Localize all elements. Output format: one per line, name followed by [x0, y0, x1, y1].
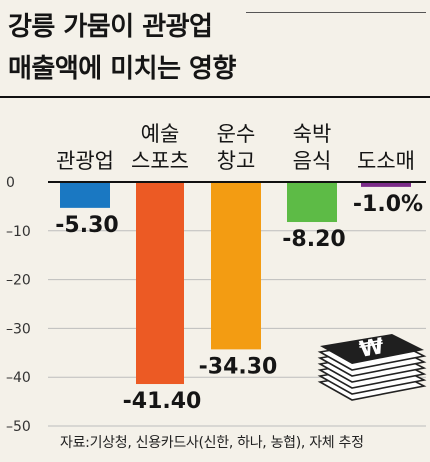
category-label: 예술	[141, 122, 180, 146]
value-label: -1.0%	[353, 192, 423, 217]
category-label: 창고	[217, 149, 256, 173]
title-divider	[0, 96, 430, 98]
bar-4	[287, 182, 337, 223]
y-tick-label: –50	[6, 419, 31, 435]
money-stack-icon: ₩	[317, 334, 427, 401]
bar-5	[361, 182, 411, 187]
bars	[60, 182, 411, 385]
y-tick-label: 0	[6, 175, 15, 191]
chart-title-line1: 강릉 가뭄이 관광업	[8, 12, 213, 42]
title-rule	[246, 12, 426, 13]
bar-2	[136, 182, 184, 385]
value-label: -41.40	[123, 389, 202, 414]
category-label: 음식	[293, 149, 332, 173]
y-tick-label: –10	[6, 224, 31, 240]
y-tick-label: –30	[6, 321, 31, 337]
y-tick-label: –40	[6, 370, 31, 386]
svg-text:₩: ₩	[358, 334, 386, 363]
value-label: -8.20	[282, 227, 345, 252]
category-label: 스포츠	[131, 149, 189, 173]
category-label: 도소매	[357, 149, 415, 173]
value-label: -34.30	[199, 354, 278, 379]
value-labels: -5.30 -41.40 -34.30 -8.20 -1.0%	[55, 192, 423, 414]
category-label: 운수	[217, 122, 256, 146]
chart-title-line2: 매출액에 미치는 영향	[8, 54, 236, 84]
source-note: 자료:기상청, 신용카드사(신한, 하나, 농협), 자체 추정	[60, 435, 364, 451]
bar-3	[211, 182, 261, 350]
bar-1	[60, 182, 110, 208]
value-label: -5.30	[55, 213, 118, 238]
y-tick-label: –20	[6, 273, 31, 289]
category-label: 숙박	[293, 122, 332, 146]
y-tick-labels: 0 –10 –20 –30 –40 –50	[6, 175, 31, 435]
category-label: 관광업	[56, 149, 114, 173]
